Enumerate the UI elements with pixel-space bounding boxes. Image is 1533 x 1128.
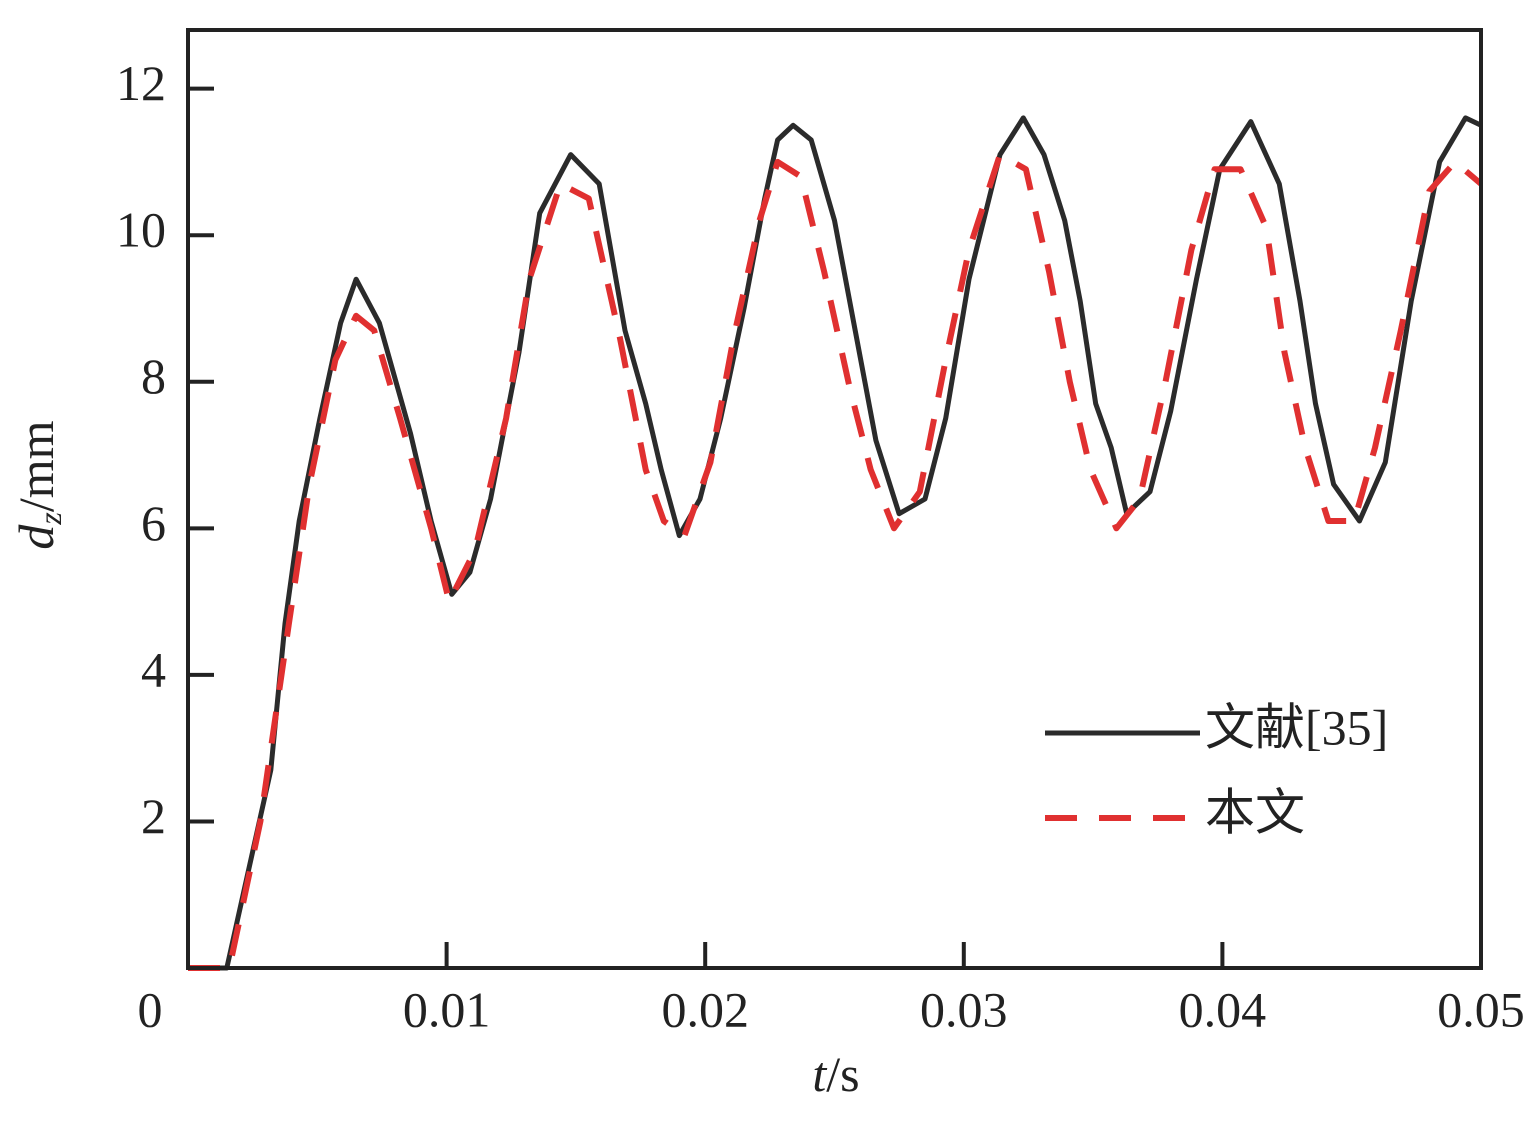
x-tick-label: 0.05	[1437, 981, 1525, 1037]
data-line	[188, 115, 1483, 971]
legend-label: 文献[35]	[1205, 699, 1388, 755]
x-tick-label: 0.03	[920, 981, 1008, 1037]
x-axis-label: t/s	[812, 1046, 859, 1102]
y-label-unit: /mm	[8, 420, 64, 512]
y-label-symbol: d	[8, 524, 64, 550]
y-tick-label: 6	[141, 495, 166, 551]
y-label-subscript: z	[32, 512, 68, 526]
y-tick-label: 12	[116, 55, 166, 111]
x-label-unit: /s	[826, 1046, 859, 1102]
plot-frame	[186, 28, 1483, 970]
x-tick-label: 0	[138, 981, 163, 1037]
y-tick-label: 8	[141, 348, 166, 404]
y-axis-label: dz/mm	[8, 420, 68, 549]
data-line	[188, 151, 1483, 971]
y-tick-label: 4	[141, 641, 166, 697]
y-tick-label: 10	[116, 202, 166, 258]
y-tick-label: 2	[141, 788, 166, 844]
x-tick-label: 0.02	[661, 981, 749, 1037]
x-label-symbol: t	[812, 1046, 827, 1102]
x-tick-label: 0.01	[403, 981, 491, 1037]
legend-label: 本文	[1205, 784, 1305, 840]
x-tick-label: 0.04	[1179, 981, 1267, 1037]
